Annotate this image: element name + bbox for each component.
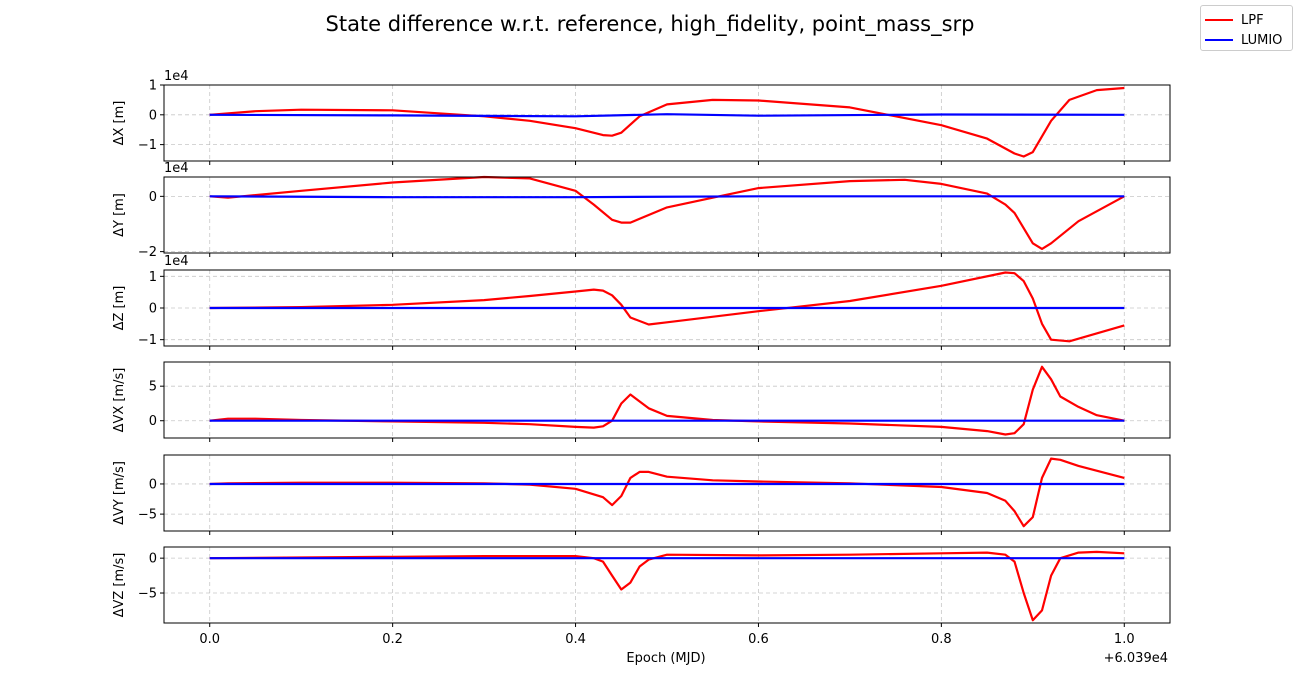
y-multiplier-label: 1e4: [164, 254, 189, 269]
y-axis-label: ΔZ [m]: [112, 286, 127, 331]
legend-label-lumio: LUMIO: [1241, 32, 1283, 48]
subplot-4: −5 0 ΔVY [m/s]: [112, 454, 1171, 535]
y-tick-label: −5: [138, 508, 157, 523]
y-tick-label: 1: [149, 79, 157, 94]
x-tick-label: 0.8: [931, 632, 952, 647]
subplots: −1 0 1 ΔX [m] 1e4 −2 0 ΔY [m] 1e4 −1 0 1 ΔZ [m] 1e4 0 5…: [112, 69, 1171, 647]
series-lumio-line: [209, 195, 1125, 199]
series-lumio-line: [209, 113, 1125, 118]
legend-entry-lumio: LUMIO: [1205, 32, 1282, 48]
y-tick-label: 0: [149, 552, 157, 567]
axes-frame: [163, 546, 1171, 624]
y-tick-label: 0: [149, 190, 157, 205]
y-tick-label: −5: [138, 587, 157, 602]
x-offset-label: +6.039e4: [1104, 651, 1168, 666]
y-tick-label: 0: [149, 477, 157, 492]
legend-swatch-lpf: [1205, 19, 1233, 21]
series-lpf-line: [209, 550, 1125, 622]
y-tick-label: 1: [149, 270, 157, 285]
legend-entry-lpf: LPF: [1205, 12, 1264, 28]
y-multiplier-label: 1e4: [164, 69, 189, 84]
y-tick-label: −1: [138, 333, 157, 348]
axes-frame: [163, 454, 1171, 532]
y-axis-label: ΔY [m]: [112, 193, 127, 237]
y-tick-label: −1: [138, 138, 157, 153]
subplot-2: −1 0 1 ΔZ [m] 1e4: [112, 254, 1171, 350]
legend: LPF LUMIO: [1200, 5, 1293, 51]
subplot-3: 0 5 ΔVX [m/s]: [112, 361, 1171, 442]
y-axis-label: ΔX [m]: [112, 101, 127, 146]
y-tick-label: −2: [138, 245, 157, 260]
series-lpf-line: [209, 365, 1125, 436]
y-tick-label: 5: [149, 380, 157, 395]
axes-frame: [163, 84, 1171, 162]
y-axis-label: ΔVZ [m/s]: [112, 553, 127, 618]
series-lpf-line: [209, 86, 1125, 158]
series-lpf-line: [209, 175, 1125, 250]
x-tick-label: 1.0: [1114, 632, 1135, 647]
subplot-1: −2 0 ΔY [m] 1e4: [112, 161, 1171, 260]
y-multiplier-label: 1e4: [164, 161, 189, 176]
subplot-0: −1 0 1 ΔX [m] 1e4: [112, 69, 1171, 165]
chart-title: State difference w.r.t. reference, high_…: [326, 12, 975, 37]
series-lpf-line: [209, 457, 1125, 528]
legend-swatch-lumio: [1205, 39, 1233, 41]
legend-label-lpf: LPF: [1241, 12, 1264, 28]
axes-frame: [163, 176, 1171, 254]
x-tick-label: 0.4: [565, 632, 586, 647]
y-tick-label: 0: [149, 414, 157, 429]
x-tick-label: 0.2: [382, 632, 403, 647]
y-tick-label: 0: [149, 302, 157, 317]
y-axis-label: ΔVX [m/s]: [112, 368, 127, 433]
series-lpf-line: [209, 271, 1125, 343]
subplot-5: −5 0 0.0 0.2 0.4 0.6 0.8 1.0 ΔVZ [m/s]: [112, 546, 1171, 647]
x-tick-label: 0.0: [199, 632, 220, 647]
y-axis-label: ΔVY [m/s]: [112, 461, 127, 525]
y-tick-label: 0: [149, 108, 157, 123]
x-axis-label: Epoch (MJD): [626, 651, 705, 666]
x-tick-label: 0.6: [748, 632, 769, 647]
axes-frame: [163, 361, 1171, 439]
